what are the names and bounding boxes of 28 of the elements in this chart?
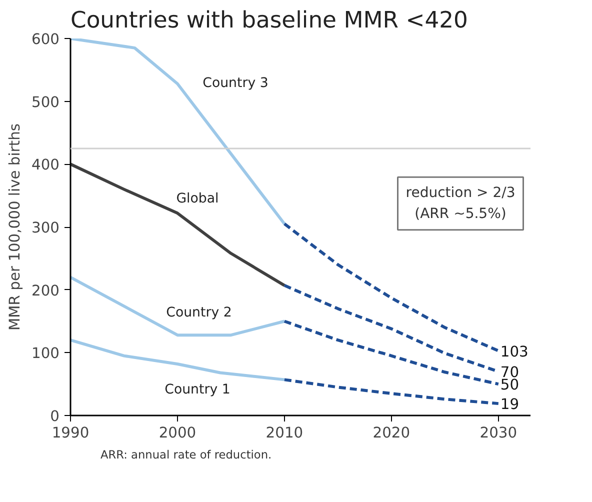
series-label: Country 3 [202, 76, 268, 92]
line-series [70, 162, 286, 287]
y-axis-title: MMR per 100,000 live births [6, 124, 24, 330]
x-tick-label: 2020 [372, 424, 410, 442]
y-tick-label: 0 [50, 408, 60, 425]
line-series [282, 222, 500, 352]
line-series [70, 38, 286, 226]
chart-title: Countries with baseline MMR <420 [70, 8, 468, 34]
x-tick-label: 2000 [158, 424, 196, 442]
y-tick-label: 600 [32, 31, 60, 48]
x-tick-label: 2010 [266, 424, 304, 442]
y-tick-label: 400 [32, 156, 60, 174]
y-tick-label: 500 [32, 94, 60, 111]
text: ARR: annual rate of reduction. [100, 448, 272, 462]
series-label: Global [176, 192, 219, 207]
data-label: 103 [500, 343, 528, 360]
line-series [282, 378, 500, 406]
y-tick-label: 300 [32, 220, 60, 236]
series-label: Country 2 [166, 306, 232, 321]
data-label: 19 [500, 396, 520, 414]
x-tick-label: 1990 [52, 424, 90, 442]
line-series [70, 338, 286, 382]
y-tick-label: 200 [32, 282, 60, 300]
line-series [282, 320, 500, 386]
y-tick-label: 100 [32, 345, 60, 362]
series-label: Country 1 [164, 382, 230, 398]
x-tick-label: 2030 [480, 424, 518, 442]
annotation: reduction > 2/3 (ARR ~5.5%) [406, 185, 516, 222]
